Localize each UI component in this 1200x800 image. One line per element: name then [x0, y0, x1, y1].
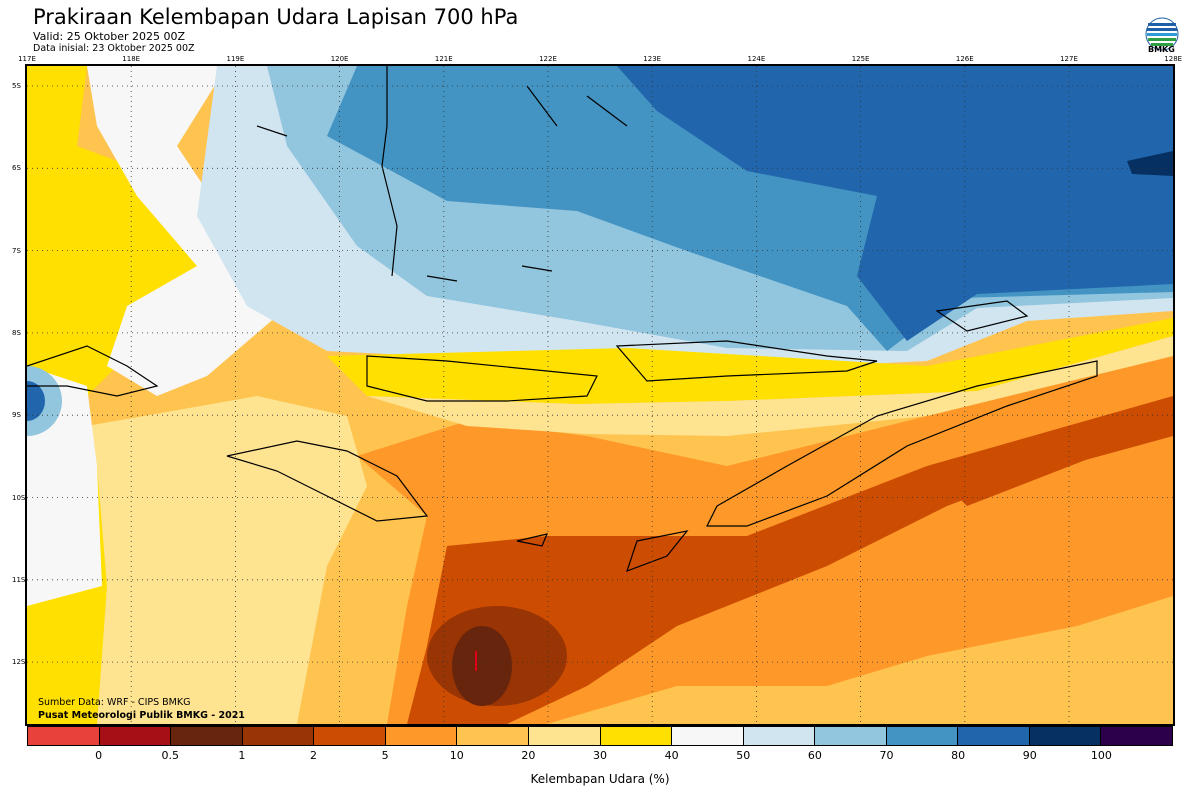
colorbar-swatch	[1101, 727, 1172, 745]
coast-sumbawa	[27, 345, 159, 397]
map-title: Prakiraan Kelembapan Udara Lapisan 700 h…	[33, 5, 519, 29]
lon-label: 120E	[330, 55, 349, 63]
colorbar-swatch	[314, 727, 386, 745]
lon-label: 122E	[539, 55, 557, 63]
graticule	[27, 66, 1173, 724]
lon-label: 127E	[1060, 55, 1078, 63]
lon-label: 123E	[643, 55, 662, 63]
valid-time: Valid: 25 Oktober 2025 00Z	[33, 30, 186, 43]
colorbar-swatch	[743, 727, 816, 745]
field-100	[1127, 151, 1173, 176]
colorbar-tick: 100	[1090, 749, 1112, 762]
colorbar-swatch	[385, 727, 458, 745]
colorbar-tick: 5	[381, 749, 389, 762]
colorbar-tick: 80	[951, 749, 966, 762]
colorbar-tick: 1	[238, 749, 246, 762]
colorbar-swatch	[171, 727, 243, 745]
coastlines	[27, 66, 1098, 573]
field-90-100	[617, 66, 1173, 341]
colorbar-swatch	[242, 727, 315, 745]
lat-label: 10S	[12, 493, 26, 502]
credit: Pusat Meteorologi Publik BMKG - 2021	[38, 710, 245, 721]
lon-label: 121E	[434, 55, 453, 63]
colorbar-tick: 2	[310, 749, 317, 762]
lat-label: 8S	[12, 328, 21, 337]
colorbar-swatch	[99, 727, 172, 745]
colorbar-swatch	[886, 727, 959, 745]
colorbar-swatch	[600, 727, 673, 745]
coast-wetar	[935, 300, 1029, 332]
colorbar-swatch	[457, 727, 529, 745]
coast-sawu	[516, 530, 689, 573]
initial-data-time: Data inisial: 23 Oktober 2025 00Z	[33, 43, 195, 54]
lat-label: 9S	[12, 411, 21, 420]
lon-label: 118E	[122, 55, 141, 63]
colorbar-swatch	[672, 727, 744, 745]
coast-flores-sea-islands	[256, 85, 628, 282]
colorbar-tick: 70	[879, 749, 894, 762]
colorbar-swatch	[1029, 727, 1102, 745]
colorbar-swatch	[528, 727, 601, 745]
coast-lesser-sunda	[615, 340, 878, 382]
coast-sumba	[226, 440, 429, 522]
colorbar	[27, 726, 1173, 746]
field-40-50-band	[327, 318, 1173, 404]
colorbar-tick: 30	[593, 749, 607, 762]
data-source: Sumber Data: WRF - CIPS BMKG	[38, 697, 191, 708]
bmkg-logo-icon	[1145, 17, 1179, 51]
colorbar-label: Kelembapan Udara (%)	[530, 772, 670, 786]
colorbar-tick: 0.5	[161, 749, 180, 762]
colorbar-swatch	[28, 727, 100, 745]
field-30-40-band	[367, 336, 1173, 436]
lat-label: 5S	[12, 82, 21, 90]
humidity-map	[25, 64, 1175, 726]
colorbar-tick: 20	[521, 749, 536, 762]
lat-label: 6S	[12, 164, 21, 173]
colorbar-tick: 40	[664, 749, 679, 762]
colorbar-tick: 50	[736, 749, 751, 762]
lon-label: 117E	[18, 55, 36, 63]
colorbar-swatch	[815, 727, 887, 745]
lon-label: 125E	[851, 55, 870, 63]
lat-label: 7S	[12, 246, 21, 255]
colorbar-tick: 10	[449, 749, 464, 762]
lon-label: 124E	[747, 55, 766, 63]
coast-sulawesi	[381, 66, 398, 277]
field-50-60-white	[87, 66, 277, 396]
field-1-2	[452, 626, 512, 706]
lon-label: 119E	[226, 55, 245, 63]
lon-label: 126E	[955, 55, 974, 63]
field-5-10-east	[947, 396, 1173, 506]
lon-label: 128E	[1164, 55, 1183, 63]
logo-text: BMKG	[1148, 45, 1175, 54]
coast-timor	[706, 360, 1098, 527]
coast-flores	[366, 355, 598, 402]
lat-label: 12S	[12, 658, 26, 667]
lat-label: 11S	[12, 575, 26, 584]
colorbar-tick: 90	[1022, 749, 1037, 762]
colorbar-tick: 0	[95, 749, 103, 762]
colorbar-tick: 60	[807, 749, 822, 762]
colorbar-swatch	[958, 727, 1030, 745]
field-30-40-southwest	[87, 396, 367, 724]
